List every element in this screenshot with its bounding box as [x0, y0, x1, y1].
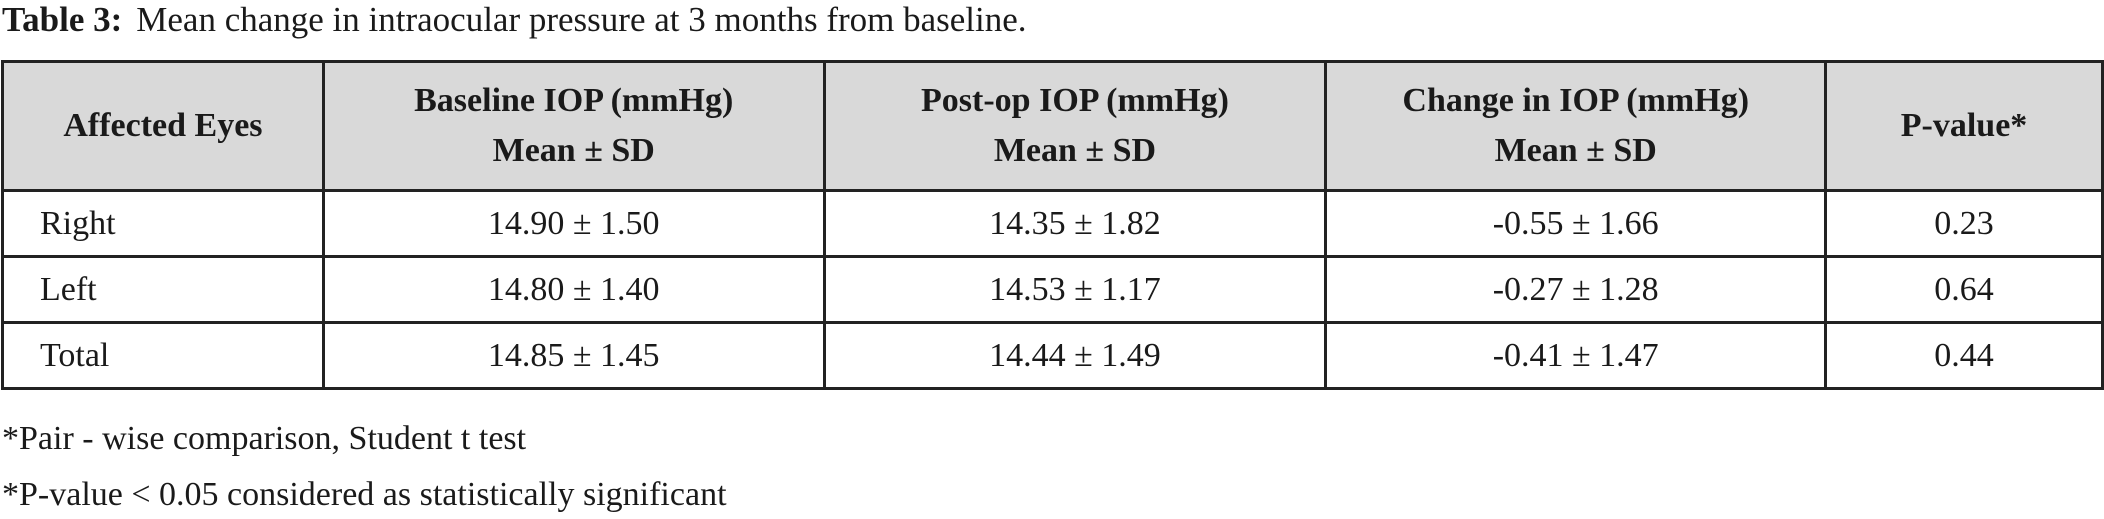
table-cell: 0.23 [1824, 189, 2104, 258]
table-cell: 0.64 [1824, 255, 2104, 324]
table-cell: Left [1, 255, 325, 324]
table-cell: -0.55 ± 1.66 [1324, 189, 1828, 258]
table-row: Right 14.90 ± 1.50 14.35 ± 1.82 -0.55 ± 1.6… [1, 189, 2104, 258]
caption-label: Table 3: [2, 0, 123, 39]
table-cell: Total [1, 321, 325, 390]
table-row: Left 14.80 ± 1.40 14.53 ± 1.17 -0.27 ± 1.28… [1, 255, 2104, 324]
header-line: Mean ± SD [993, 132, 1157, 169]
table-cell: 14.53 ± 1.17 [822, 255, 1328, 324]
table-cell: 14.44 ± 1.49 [822, 321, 1328, 390]
footnote: *Pair - wise comparison, Student t test [2, 420, 527, 457]
table-caption: Table 3: Mean change in intraocular press… [2, 0, 1027, 40]
header-row: Affected Eyes Baseline IOP (mmHg) Mean ± S… [1, 60, 2104, 192]
header-line: Affected Eyes [63, 107, 263, 144]
header-line: Mean ± SD [1494, 132, 1657, 169]
header-line: Change in IOP (mmHg) [1402, 82, 1750, 119]
data-table: Affected Eyes Baseline IOP (mmHg) Mean ± S… [1, 60, 2104, 390]
table-cell: -0.41 ± 1.47 [1324, 321, 1828, 390]
header-line: Baseline IOP (mmHg) [414, 82, 734, 119]
table-cell: -0.27 ± 1.28 [1324, 255, 1828, 324]
caption-text: Mean change in intraocular pressure at 3… [136, 0, 1027, 39]
table-cell: 0.44 [1824, 321, 2104, 390]
table-cell: 14.90 ± 1.50 [321, 189, 826, 258]
header-cell: Baseline IOP (mmHg) Mean ± SD [321, 60, 826, 192]
header-line: Post-op IOP (mmHg) [921, 82, 1229, 119]
table-cell: 14.35 ± 1.82 [822, 189, 1328, 258]
table-cell: 14.85 ± 1.45 [321, 321, 826, 390]
header-cell: Affected Eyes [1, 60, 325, 192]
header-cell: Post-op IOP (mmHg) Mean ± SD [822, 60, 1328, 192]
table-body: Right 14.90 ± 1.50 14.35 ± 1.82 -0.55 ± 1.6… [1, 189, 2104, 390]
table-cell: 14.80 ± 1.40 [321, 255, 826, 324]
header-line: P-value* [1900, 107, 2028, 144]
header-cell: Change in IOP (mmHg) Mean ± SD [1324, 60, 1828, 192]
table-cell: Right [1, 189, 325, 258]
header-line: Mean ± SD [492, 132, 655, 169]
header-cell: P-value* [1824, 60, 2104, 192]
footnote: *P-value < 0.05 considered as statistica… [2, 476, 727, 513]
table-row: Total 14.85 ± 1.45 14.44 ± 1.49 -0.41 ± 1.4… [1, 321, 2104, 390]
